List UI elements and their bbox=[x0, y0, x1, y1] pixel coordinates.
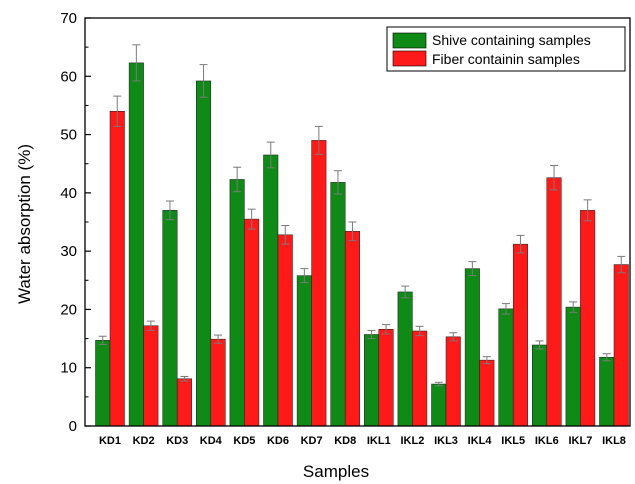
bar-fiber bbox=[546, 177, 562, 427]
bar-fiber bbox=[378, 328, 394, 427]
y-tick-label: 30 bbox=[60, 243, 77, 260]
bar-shive bbox=[397, 291, 413, 427]
y-tick-label: 10 bbox=[60, 360, 77, 377]
y-tick-label: 40 bbox=[60, 185, 77, 202]
x-tick-label: KD4 bbox=[200, 435, 223, 447]
bar-shive bbox=[532, 344, 548, 427]
legend: Shive containing samples Fiber containin… bbox=[386, 26, 626, 72]
bar-fiber bbox=[344, 231, 360, 427]
legend-box bbox=[386, 26, 626, 72]
legend-swatch-fiber bbox=[392, 50, 427, 67]
x-tick-label: KD6 bbox=[267, 435, 289, 447]
plot-frame bbox=[84, 17, 631, 427]
x-tick-label: IKL1 bbox=[367, 435, 391, 447]
bar-fiber bbox=[244, 218, 260, 427]
x-tick-label: IKL6 bbox=[535, 435, 559, 447]
bar-fiber bbox=[580, 210, 596, 427]
x-tick-label: KD2 bbox=[133, 435, 155, 447]
y-tick-label: 20 bbox=[60, 301, 77, 318]
bar-fiber bbox=[143, 325, 159, 427]
legend-swatch-shive bbox=[392, 32, 427, 49]
bar-shive bbox=[599, 356, 615, 427]
legend-label-shive: Shive containing samples bbox=[432, 32, 591, 48]
bar-fiber bbox=[277, 234, 293, 427]
bar-fiber bbox=[210, 338, 226, 427]
y-tick-label: 50 bbox=[60, 127, 77, 144]
y-axis-title-group: Water absorption (%) bbox=[15, 144, 34, 304]
bar-fiber bbox=[176, 378, 192, 427]
x-tick-label: IKL8 bbox=[602, 435, 626, 447]
y-tick-label: 70 bbox=[60, 10, 77, 27]
x-tick-label: IKL4 bbox=[468, 435, 493, 447]
x-tick-label: IKL3 bbox=[434, 435, 458, 447]
bar-fiber bbox=[613, 264, 629, 427]
bar-fiber bbox=[412, 330, 428, 427]
y-tick-label: 60 bbox=[60, 68, 77, 85]
x-tick-label: KD7 bbox=[301, 435, 323, 447]
x-tick-label: IKL7 bbox=[568, 435, 592, 447]
x-tick-label: KD5 bbox=[233, 435, 255, 447]
y-tick-label: 0 bbox=[69, 418, 77, 435]
x-tick-label: KD1 bbox=[99, 435, 121, 447]
bar-shive bbox=[464, 268, 480, 427]
y-axis-title: Water absorption (%) bbox=[15, 144, 34, 304]
bar-shive bbox=[162, 210, 178, 427]
x-axis-title: Samples bbox=[303, 462, 369, 481]
x-tick-label: KD3 bbox=[166, 435, 188, 447]
bar-shive bbox=[128, 62, 144, 427]
plot-area: 0 10 20 30 40 50 60 70 KD1 KD2 KD3 KD4 KD5 KD6 KD7 KD8 I… bbox=[60, 10, 629, 447]
bar-shive bbox=[229, 179, 245, 427]
bar-shive bbox=[498, 308, 514, 427]
x-tick-label: IKL5 bbox=[501, 435, 525, 447]
legend-label-fiber: Fiber containin samples bbox=[432, 51, 580, 67]
bar-fiber bbox=[445, 336, 461, 427]
bar-shive bbox=[431, 383, 447, 427]
bar-fiber bbox=[109, 111, 125, 427]
x-tick-label: KD8 bbox=[334, 435, 356, 447]
bar-fiber bbox=[311, 140, 327, 427]
bar-shive bbox=[196, 80, 212, 427]
bar-shive bbox=[296, 275, 312, 427]
bar-fiber bbox=[512, 243, 528, 427]
bar-shive bbox=[330, 182, 346, 427]
bar-shive bbox=[263, 154, 279, 427]
bar-fiber bbox=[479, 359, 495, 427]
bar-shive bbox=[95, 340, 111, 427]
bar-shive bbox=[364, 334, 380, 427]
x-tick-label: IKL2 bbox=[400, 435, 424, 447]
bar-shive bbox=[565, 306, 581, 427]
